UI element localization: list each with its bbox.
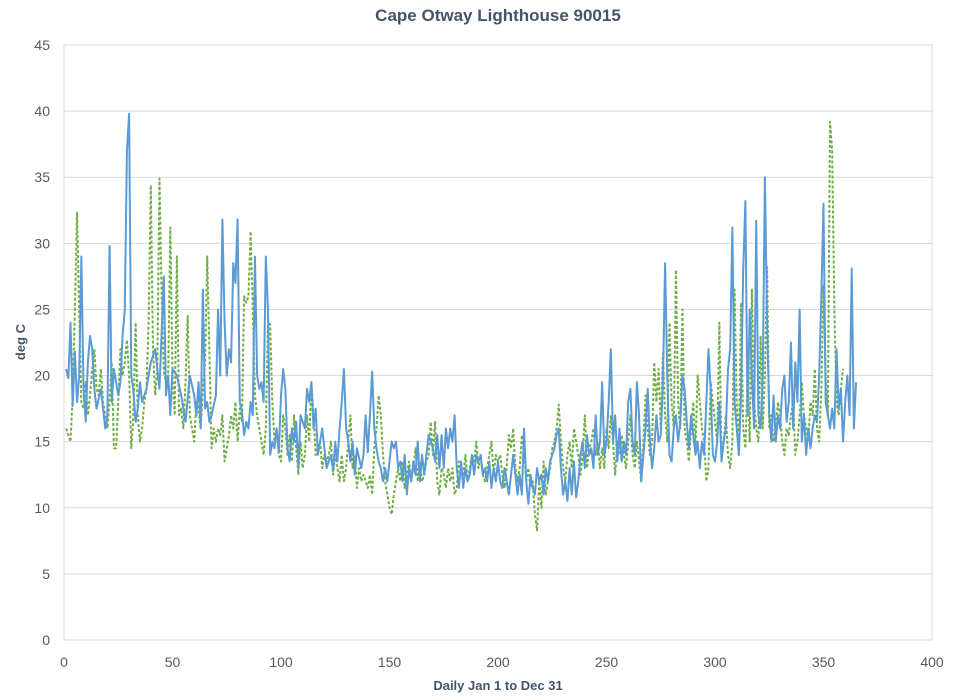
y-tick-label: 0 bbox=[42, 632, 50, 648]
x-axis-ticks: 0 50 100 150 200 250 300 350 400 bbox=[60, 654, 944, 670]
y-tick-label: 10 bbox=[34, 500, 50, 516]
y-tick-label: 25 bbox=[34, 301, 50, 317]
x-tick-label: 300 bbox=[703, 654, 727, 670]
chart-title: Cape Otway Lighthouse 90015 bbox=[375, 6, 621, 25]
x-axis-title: Daily Jan 1 to Dec 31 bbox=[433, 678, 562, 693]
y-tick-label: 45 bbox=[34, 37, 50, 53]
x-tick-label: 350 bbox=[812, 654, 836, 670]
x-tick-label: 0 bbox=[60, 654, 68, 670]
series-layer bbox=[65, 112, 858, 532]
y-tick-label: 20 bbox=[34, 368, 50, 384]
y-axis-ticks: 0 5 10 15 20 25 30 35 40 45 bbox=[34, 37, 50, 648]
x-tick-label: 250 bbox=[595, 654, 619, 670]
y-tick-label: 30 bbox=[34, 235, 50, 251]
plot-area bbox=[63, 44, 933, 641]
y-axis-title: deg C bbox=[13, 323, 28, 360]
y-tick-label: 15 bbox=[34, 434, 50, 450]
grid-lines bbox=[64, 44, 932, 575]
x-tick-label: 100 bbox=[269, 654, 293, 670]
series-line-solid bbox=[65, 112, 858, 505]
x-tick-label: 200 bbox=[486, 654, 510, 670]
x-tick-label: 400 bbox=[920, 654, 944, 670]
x-tick-label: 50 bbox=[165, 654, 181, 670]
y-tick-label: 35 bbox=[34, 169, 50, 185]
y-tick-label: 5 bbox=[42, 566, 50, 582]
y-tick-label: 40 bbox=[34, 103, 50, 119]
x-tick-label: 150 bbox=[378, 654, 402, 670]
